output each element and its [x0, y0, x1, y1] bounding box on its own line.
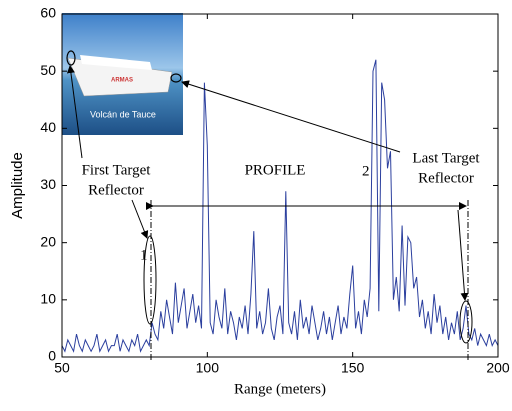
annotation: Last Target	[412, 150, 480, 166]
y-tick-label: 30	[40, 176, 56, 192]
x-tick-label: 150	[341, 360, 365, 376]
y-axis-label: Amplitude	[9, 152, 26, 219]
svg-text:ARMAS: ARMAS	[111, 78, 133, 84]
reflector-ellipse	[459, 300, 473, 344]
y-tick-label: 50	[40, 62, 56, 78]
x-axis-label: Range (meters)	[234, 381, 326, 397]
y-tick-label: 20	[40, 233, 56, 249]
marker-label: 2	[362, 163, 370, 179]
x-tick-label: 100	[196, 360, 220, 376]
x-tick-label: 200	[486, 360, 510, 376]
reflector-ellipse	[143, 235, 157, 325]
y-tick-label: 40	[40, 119, 56, 135]
y-tick-label: 0	[48, 348, 56, 364]
ship-photo: ARMAS Volcán de Tauce	[62, 13, 183, 135]
data-line	[61, 59, 499, 353]
pointer-arrow	[131, 199, 149, 239]
photo-caption: Volcán de Tauce	[90, 109, 156, 119]
profile-label: PROFILE	[245, 162, 306, 178]
x-tick-label: 50	[54, 360, 70, 376]
pointer-arrow	[66, 65, 83, 159]
y-tick-label: 10	[40, 291, 56, 307]
annotation: First Target	[82, 162, 152, 178]
marker-label: 1	[140, 247, 148, 263]
pointer-arrow	[181, 80, 401, 153]
plot-area	[61, 59, 499, 353]
pointer-arrow	[457, 209, 469, 301]
annotation: Reflector	[418, 170, 474, 186]
annotation: Reflector	[88, 182, 144, 198]
y-tick-label: 60	[40, 5, 56, 21]
